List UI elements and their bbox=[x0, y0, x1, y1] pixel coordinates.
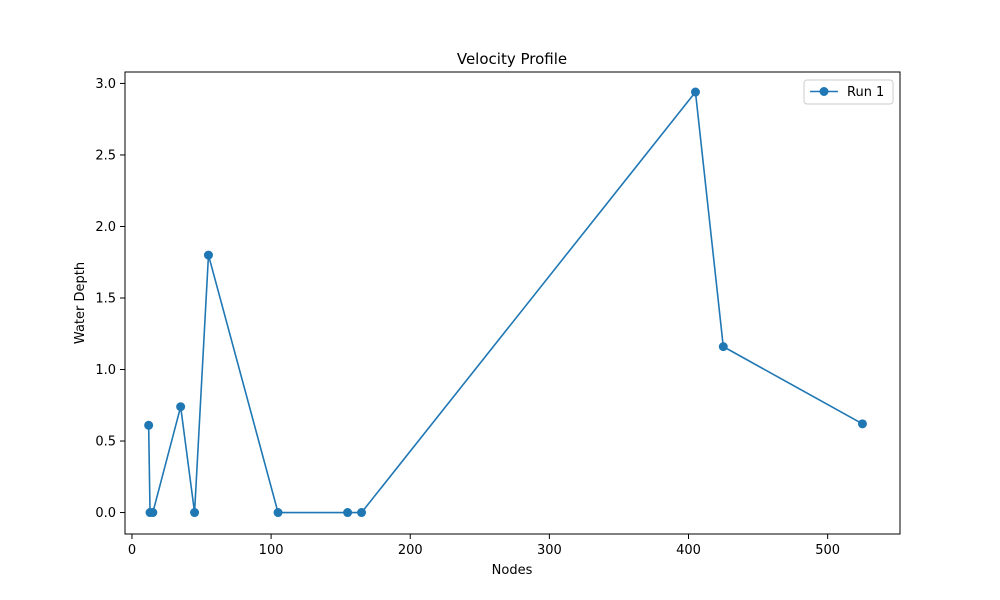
data-point bbox=[357, 508, 367, 518]
data-point bbox=[273, 508, 283, 518]
data-point bbox=[148, 508, 158, 518]
legend-point-marker bbox=[819, 87, 829, 96]
data-point bbox=[718, 342, 728, 352]
x-axis-label: Nodes bbox=[492, 563, 533, 578]
data-point bbox=[190, 508, 200, 518]
x-tick-label: 100 bbox=[259, 543, 284, 558]
legend-box bbox=[803, 79, 894, 105]
x-tick-label: 400 bbox=[676, 543, 701, 558]
x-tick-label: 0 bbox=[128, 543, 136, 558]
legend-label-run-1: Run 1 bbox=[847, 85, 884, 100]
x-tick-label: 200 bbox=[398, 543, 423, 558]
chart-title: Velocity Profile bbox=[457, 50, 567, 68]
data-point bbox=[343, 508, 353, 518]
y-tick-label: 1.5 bbox=[95, 291, 116, 306]
data-point bbox=[857, 419, 867, 429]
y-tick-label: 2.5 bbox=[95, 148, 116, 163]
x-tick-label: 300 bbox=[537, 543, 562, 558]
ticks-layer: 0 100 200 300 400 500 0.0 0.5 1.0 1.5 2.0 2.5 3.0 bbox=[95, 77, 840, 558]
data-point bbox=[203, 250, 213, 260]
x-tick-label: 500 bbox=[815, 543, 840, 558]
y-axis-label: Water Depth bbox=[73, 262, 88, 344]
y-tick-label: 3.0 bbox=[95, 77, 116, 92]
y-tick-label: 0.0 bbox=[95, 506, 116, 521]
data-point bbox=[144, 420, 154, 430]
data-point bbox=[690, 87, 700, 97]
plot-area-frame bbox=[124, 71, 901, 535]
y-tick-label: 2.0 bbox=[95, 220, 116, 235]
y-tick-label: 0.5 bbox=[95, 435, 116, 450]
y-tick-label: 1.0 bbox=[95, 363, 116, 378]
data-point bbox=[176, 402, 186, 412]
legend: Run 1 bbox=[803, 79, 894, 105]
series-layer bbox=[144, 87, 867, 518]
